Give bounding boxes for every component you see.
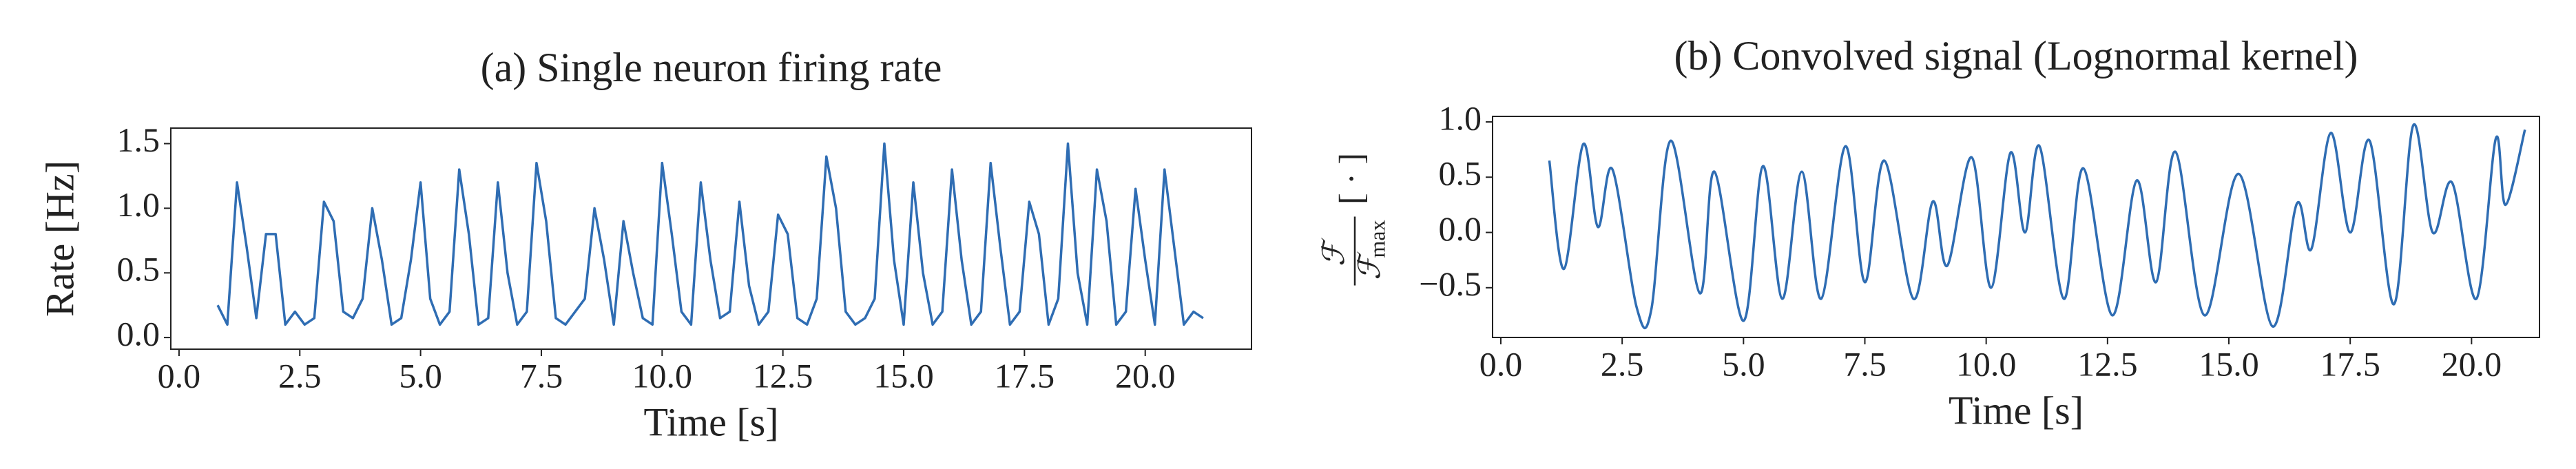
x-tick-label: 2.5 — [1601, 344, 1644, 383]
y-tick-label: 1.5 — [117, 121, 160, 159]
x-tick-label: 15.0 — [2199, 344, 2259, 383]
x-tick-label: 20.0 — [1115, 356, 1176, 395]
x-tick-label: 10.0 — [632, 356, 693, 395]
x-tick-label: 0.0 — [1479, 344, 1523, 383]
x-axis-label: Time [s] — [1949, 388, 2084, 432]
y-tick-label: 0.0 — [1439, 209, 1482, 248]
y-label-numerator: ℱ — [1317, 238, 1351, 267]
data-line — [1548, 123, 2526, 329]
data-line — [216, 142, 1204, 326]
y-tick-label: 0.5 — [1439, 154, 1482, 193]
chart-title: (a) Single neuron firing rate — [481, 45, 942, 90]
y-tick-label: 1.0 — [1439, 98, 1482, 137]
plot-frame — [170, 127, 1252, 350]
x-axis-label: Time [s] — [643, 399, 778, 444]
x-tick-label: 7.5 — [1843, 344, 1887, 383]
x-tick-label: 20.0 — [2442, 344, 2502, 383]
x-tick-label: 0.0 — [158, 356, 201, 395]
y-tick-label: 0.5 — [117, 250, 160, 289]
y-tick-label: 0.0 — [117, 315, 160, 353]
chart-title: (b) Convolved signal (Lognormal kernel) — [1674, 33, 2358, 79]
x-tick-label: 17.5 — [995, 356, 1055, 395]
y-label-unit: [ · ] — [1331, 153, 1370, 205]
plot-frame — [1492, 116, 2540, 338]
x-tick-label: 12.5 — [753, 356, 813, 395]
x-tick-label: 7.5 — [520, 356, 563, 395]
y-tick-label: 1.0 — [117, 185, 160, 224]
x-tick-label: 2.5 — [278, 356, 322, 395]
x-tick-label: 17.5 — [2320, 344, 2380, 383]
x-tick-label: 5.0 — [1722, 344, 1765, 383]
y-tick-label: −0.5 — [1419, 264, 1482, 303]
x-tick-label: 5.0 — [399, 356, 442, 395]
y-label-subscript: max — [1364, 220, 1389, 258]
x-tick-label: 12.5 — [2077, 344, 2138, 383]
x-tick-label: 10.0 — [1956, 344, 2017, 383]
y-axis-label: Rate [Hz] — [37, 160, 82, 317]
x-tick-label: 15.0 — [873, 356, 934, 395]
